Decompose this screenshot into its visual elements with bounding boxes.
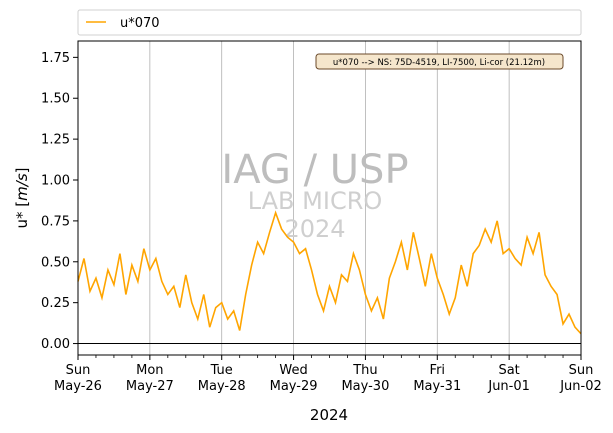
y-tick-label: 1.00 <box>41 174 70 189</box>
plot-background <box>78 41 581 355</box>
x-tick-label-day: Sun <box>569 363 594 378</box>
x-tick-label-day: Sun <box>66 363 91 378</box>
series-line-u070 <box>77 210 582 335</box>
y-axis-title: u* [m/s] <box>13 168 31 229</box>
legend: u*070 <box>77 9 582 36</box>
y-tick-label: 0.75 <box>41 214 70 229</box>
y-tick-label: 0.00 <box>41 337 70 352</box>
x-tick-label-day: Wed <box>279 363 307 378</box>
x-tick-label-day: Thu <box>352 363 377 378</box>
x-tick-label-date: May-29 <box>270 379 318 394</box>
watermark-title: IAG / USP <box>221 147 408 193</box>
x-axis: SunMay-26MonMay-27TueMay-28WedMay-29ThuM… <box>54 355 602 394</box>
x-tick-label-day: Fri <box>430 363 446 378</box>
annotation-box <box>315 53 564 70</box>
watermark-subtitle: LAB MICRO <box>248 187 383 215</box>
x-tick-label-day: Sat <box>498 363 519 378</box>
x-tick-label-day: Mon <box>136 363 163 378</box>
y-tick-label: 0.25 <box>41 296 70 311</box>
y-tick-label: 1.25 <box>41 133 70 148</box>
x-tick-label-date: May-31 <box>413 379 461 394</box>
y-axis: 0.00 0.25 0.50 0.75 1.00 1.25 1.50 1.75 <box>41 51 78 352</box>
legend-box <box>77 9 582 36</box>
watermark-year: 2024 <box>284 215 345 243</box>
annotation-text: u*070 --> NS: 75D-4519, LI-7500, Li-cor … <box>333 58 545 68</box>
y-tick-label: 0.50 <box>41 255 70 270</box>
x-tick-label-date: Jun-01 <box>487 379 530 394</box>
x-tick-label-date: May-26 <box>54 379 102 394</box>
x-tick-label-date: Jun-02 <box>559 379 602 394</box>
x-tick-label-day: Tue <box>210 363 233 378</box>
x-tick-label-date: May-27 <box>126 379 174 394</box>
x-tick-label-date: May-30 <box>341 379 389 394</box>
legend-label: u*070 <box>120 16 160 31</box>
y-tick-label: 1.75 <box>41 51 70 66</box>
plot-area: IAG / USP LAB MICRO 2024 u*070 --> NS: 7… <box>77 40 582 356</box>
x-tick-label-date: May-28 <box>198 379 246 394</box>
x-axis-title: 2024 <box>310 406 348 424</box>
y-tick-label: 1.50 <box>41 92 70 107</box>
